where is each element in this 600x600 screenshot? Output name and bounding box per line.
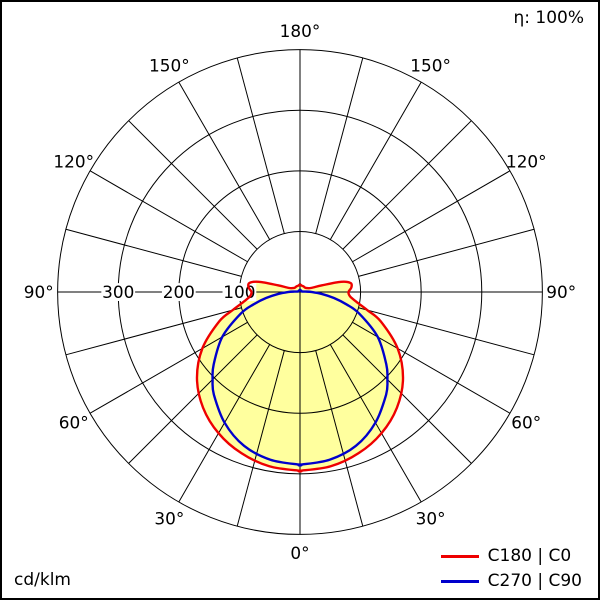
angle-label: 120° <box>506 151 547 171</box>
grid-radial-line <box>358 307 535 356</box>
curve-c270-c90 <box>211 288 389 467</box>
angle-label: 90° <box>546 282 576 302</box>
angle-label: 150° <box>149 56 190 76</box>
legend-line-c180-c0 <box>440 554 479 558</box>
grid-radial-line <box>128 334 258 464</box>
angle-label: 0° <box>290 543 309 563</box>
grid-radial-line <box>342 334 472 464</box>
grid-radial-line <box>315 350 364 527</box>
legend-item-c270-c90: C270 | C90 <box>440 571 582 591</box>
grid-radial-line <box>352 170 511 263</box>
legend-item-c180-c0: C180 | C0 <box>440 546 582 566</box>
radial-tick-label: 300 <box>102 282 134 302</box>
grid-radial-line <box>128 120 258 250</box>
grid-radial-line <box>236 57 285 234</box>
grid-radial-line <box>65 228 242 277</box>
grid-radial-line <box>236 350 285 527</box>
angle-label: 120° <box>53 151 94 171</box>
angle-label: 150° <box>410 56 451 76</box>
angle-label: 90° <box>24 282 54 302</box>
unit-label: cd/klm <box>14 570 71 590</box>
grid-radial-line <box>358 228 535 277</box>
grid-circle <box>57 49 543 535</box>
legend-label-c180-c0: C180 | C0 <box>487 546 572 566</box>
grid-radial-line <box>89 170 248 263</box>
angle-label: 60° <box>59 413 89 433</box>
legend: C180 | C0 C270 | C90 <box>440 546 582 591</box>
efficiency-label: η: 100% <box>513 8 584 28</box>
grid-radial-line <box>65 307 242 356</box>
curve-c180-c0 <box>195 280 405 473</box>
angle-label: 30° <box>416 508 446 528</box>
radial-tick-mask <box>161 283 196 301</box>
grid-radial-line <box>329 81 422 240</box>
grid-radial-line <box>342 120 472 250</box>
grid-radial-line <box>315 57 364 234</box>
legend-label-c270-c90: C270 | C90 <box>487 571 582 591</box>
grid-radial-line <box>178 81 271 240</box>
legend-line-c270-c90 <box>440 579 479 583</box>
angle-label: 180° <box>280 21 321 41</box>
radial-tick-mask <box>101 283 136 301</box>
radial-tick-label: 200 <box>163 282 195 302</box>
angle-label: 60° <box>511 413 541 433</box>
angle-label: 30° <box>154 508 184 528</box>
